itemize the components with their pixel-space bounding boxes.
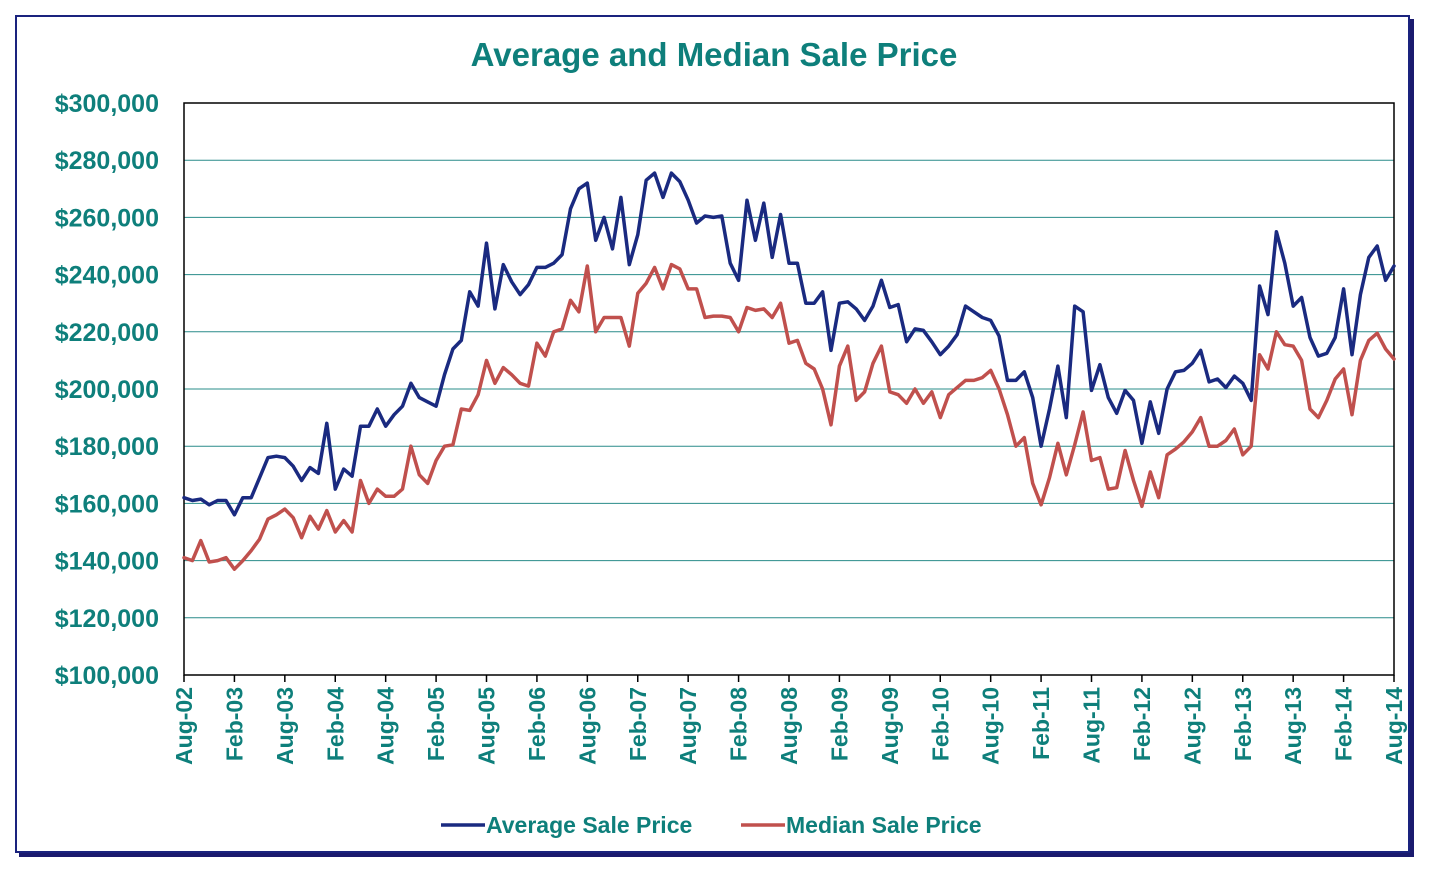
x-axis: Aug-02 Feb-03 Aug-03 Feb-04 Aug-04 Feb-05 Aug-… [171, 675, 1407, 765]
x-tick-label: Feb-03 [221, 687, 247, 761]
y-tick-label: $100,000 [55, 662, 159, 690]
chart-title: Average and Median Sale Price [471, 36, 958, 73]
x-tick-label: Aug-07 [675, 687, 701, 765]
y-tick-label: $160,000 [55, 490, 159, 518]
x-tick-label: Feb-05 [423, 687, 449, 761]
y-tick-label: $140,000 [55, 548, 159, 576]
x-tick-label: Feb-12 [1129, 687, 1155, 761]
x-tick-label: Feb-07 [625, 687, 651, 761]
x-tick-label: Feb-10 [927, 687, 953, 761]
x-tick-label: Feb-08 [726, 687, 752, 761]
y-tick-label: $120,000 [55, 605, 159, 633]
x-tick-label: Feb-06 [524, 687, 550, 761]
series-lines [182, 171, 1396, 571]
x-tick-label: Aug-02 [171, 687, 197, 765]
y-tick-label: $240,000 [55, 262, 159, 290]
x-tick-label: Aug-04 [373, 687, 399, 765]
y-tick-label: $300,000 [55, 90, 159, 118]
x-tick-label: Aug-03 [272, 687, 298, 765]
x-tick-label: Aug-13 [1280, 687, 1306, 765]
series-line-1 [182, 262, 1396, 571]
y-tick-label: $280,000 [55, 147, 159, 175]
y-axis: $100,000 $120,000 $140,000 $160,000 $180,000… [55, 90, 159, 690]
x-tick-label: Aug-11 [1079, 687, 1105, 764]
x-tick-label: Aug-06 [574, 687, 600, 765]
series-line-0 [182, 171, 1396, 517]
legend-label-1: Median Sale Price [786, 812, 982, 838]
x-tick-label: Feb-11 [1028, 687, 1054, 760]
x-tick-label: Feb-09 [826, 687, 852, 761]
x-tick-label: Aug-08 [776, 687, 802, 765]
x-tick-label: Aug-09 [877, 687, 903, 765]
grid-lines [184, 102, 1394, 676]
y-tick-label: $260,000 [55, 204, 159, 232]
x-tick-label: Feb-04 [322, 687, 348, 761]
x-tick-label: Aug-10 [978, 687, 1004, 765]
x-tick-label: Aug-12 [1179, 687, 1205, 765]
y-tick-label: $220,000 [55, 319, 159, 347]
y-tick-label: $180,000 [55, 433, 159, 461]
x-tick-label: Feb-13 [1230, 687, 1256, 761]
x-tick-label: Feb-14 [1331, 687, 1357, 761]
y-tick-label: $200,000 [55, 376, 159, 404]
chart-frame [15, 15, 1410, 853]
x-tick-label: Aug-05 [474, 687, 500, 765]
legend-label-0: Average Sale Price [486, 812, 692, 838]
legend: Average Sale Price Median Sale Price [441, 812, 982, 838]
x-tick-label: Aug-14 [1381, 687, 1407, 765]
